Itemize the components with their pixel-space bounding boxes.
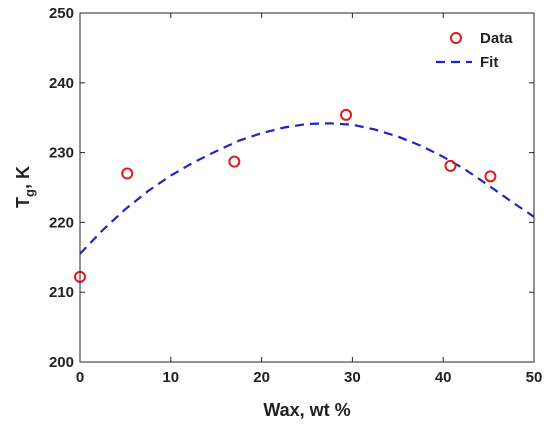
legend-label-fit: Fit bbox=[480, 54, 498, 71]
y-tick-label: 240 bbox=[49, 75, 74, 92]
x-tick-label: 0 bbox=[76, 369, 84, 386]
plot-frame bbox=[79, 12, 535, 363]
data-point bbox=[484, 170, 497, 183]
y-axis-label-main: T bbox=[13, 197, 33, 208]
axes: 0 10 20 30 40 50 200 210 220 230 240 250 bbox=[49, 5, 542, 386]
legend-label-data: Data bbox=[480, 30, 513, 47]
x-tick-label: 50 bbox=[526, 369, 543, 386]
y-tick-label: 220 bbox=[49, 214, 74, 231]
y-axis-label-sub: g bbox=[22, 189, 37, 197]
legend-marker-data bbox=[450, 32, 462, 44]
x-axis-label: Wax, wt % bbox=[263, 400, 350, 420]
data-point bbox=[444, 159, 457, 172]
x-tick-label: 10 bbox=[162, 369, 179, 386]
y-tick-label: 250 bbox=[49, 5, 74, 22]
x-tick-label: 20 bbox=[253, 369, 270, 386]
data-point bbox=[121, 167, 134, 180]
x-tick-label: 30 bbox=[344, 369, 361, 386]
y-tick-label: 210 bbox=[49, 284, 74, 301]
data-point bbox=[228, 155, 241, 168]
legend: Data Fit bbox=[436, 30, 513, 71]
y-tick-label: 230 bbox=[49, 145, 74, 162]
plot-area bbox=[74, 108, 535, 283]
data-point bbox=[340, 108, 353, 121]
y-axis-label-rest: , K bbox=[13, 166, 33, 189]
y-axis-label: Tg, K bbox=[13, 166, 37, 208]
y-tick-label: 200 bbox=[49, 354, 74, 371]
x-tick-label: 40 bbox=[435, 369, 452, 386]
fit-line bbox=[79, 122, 535, 255]
